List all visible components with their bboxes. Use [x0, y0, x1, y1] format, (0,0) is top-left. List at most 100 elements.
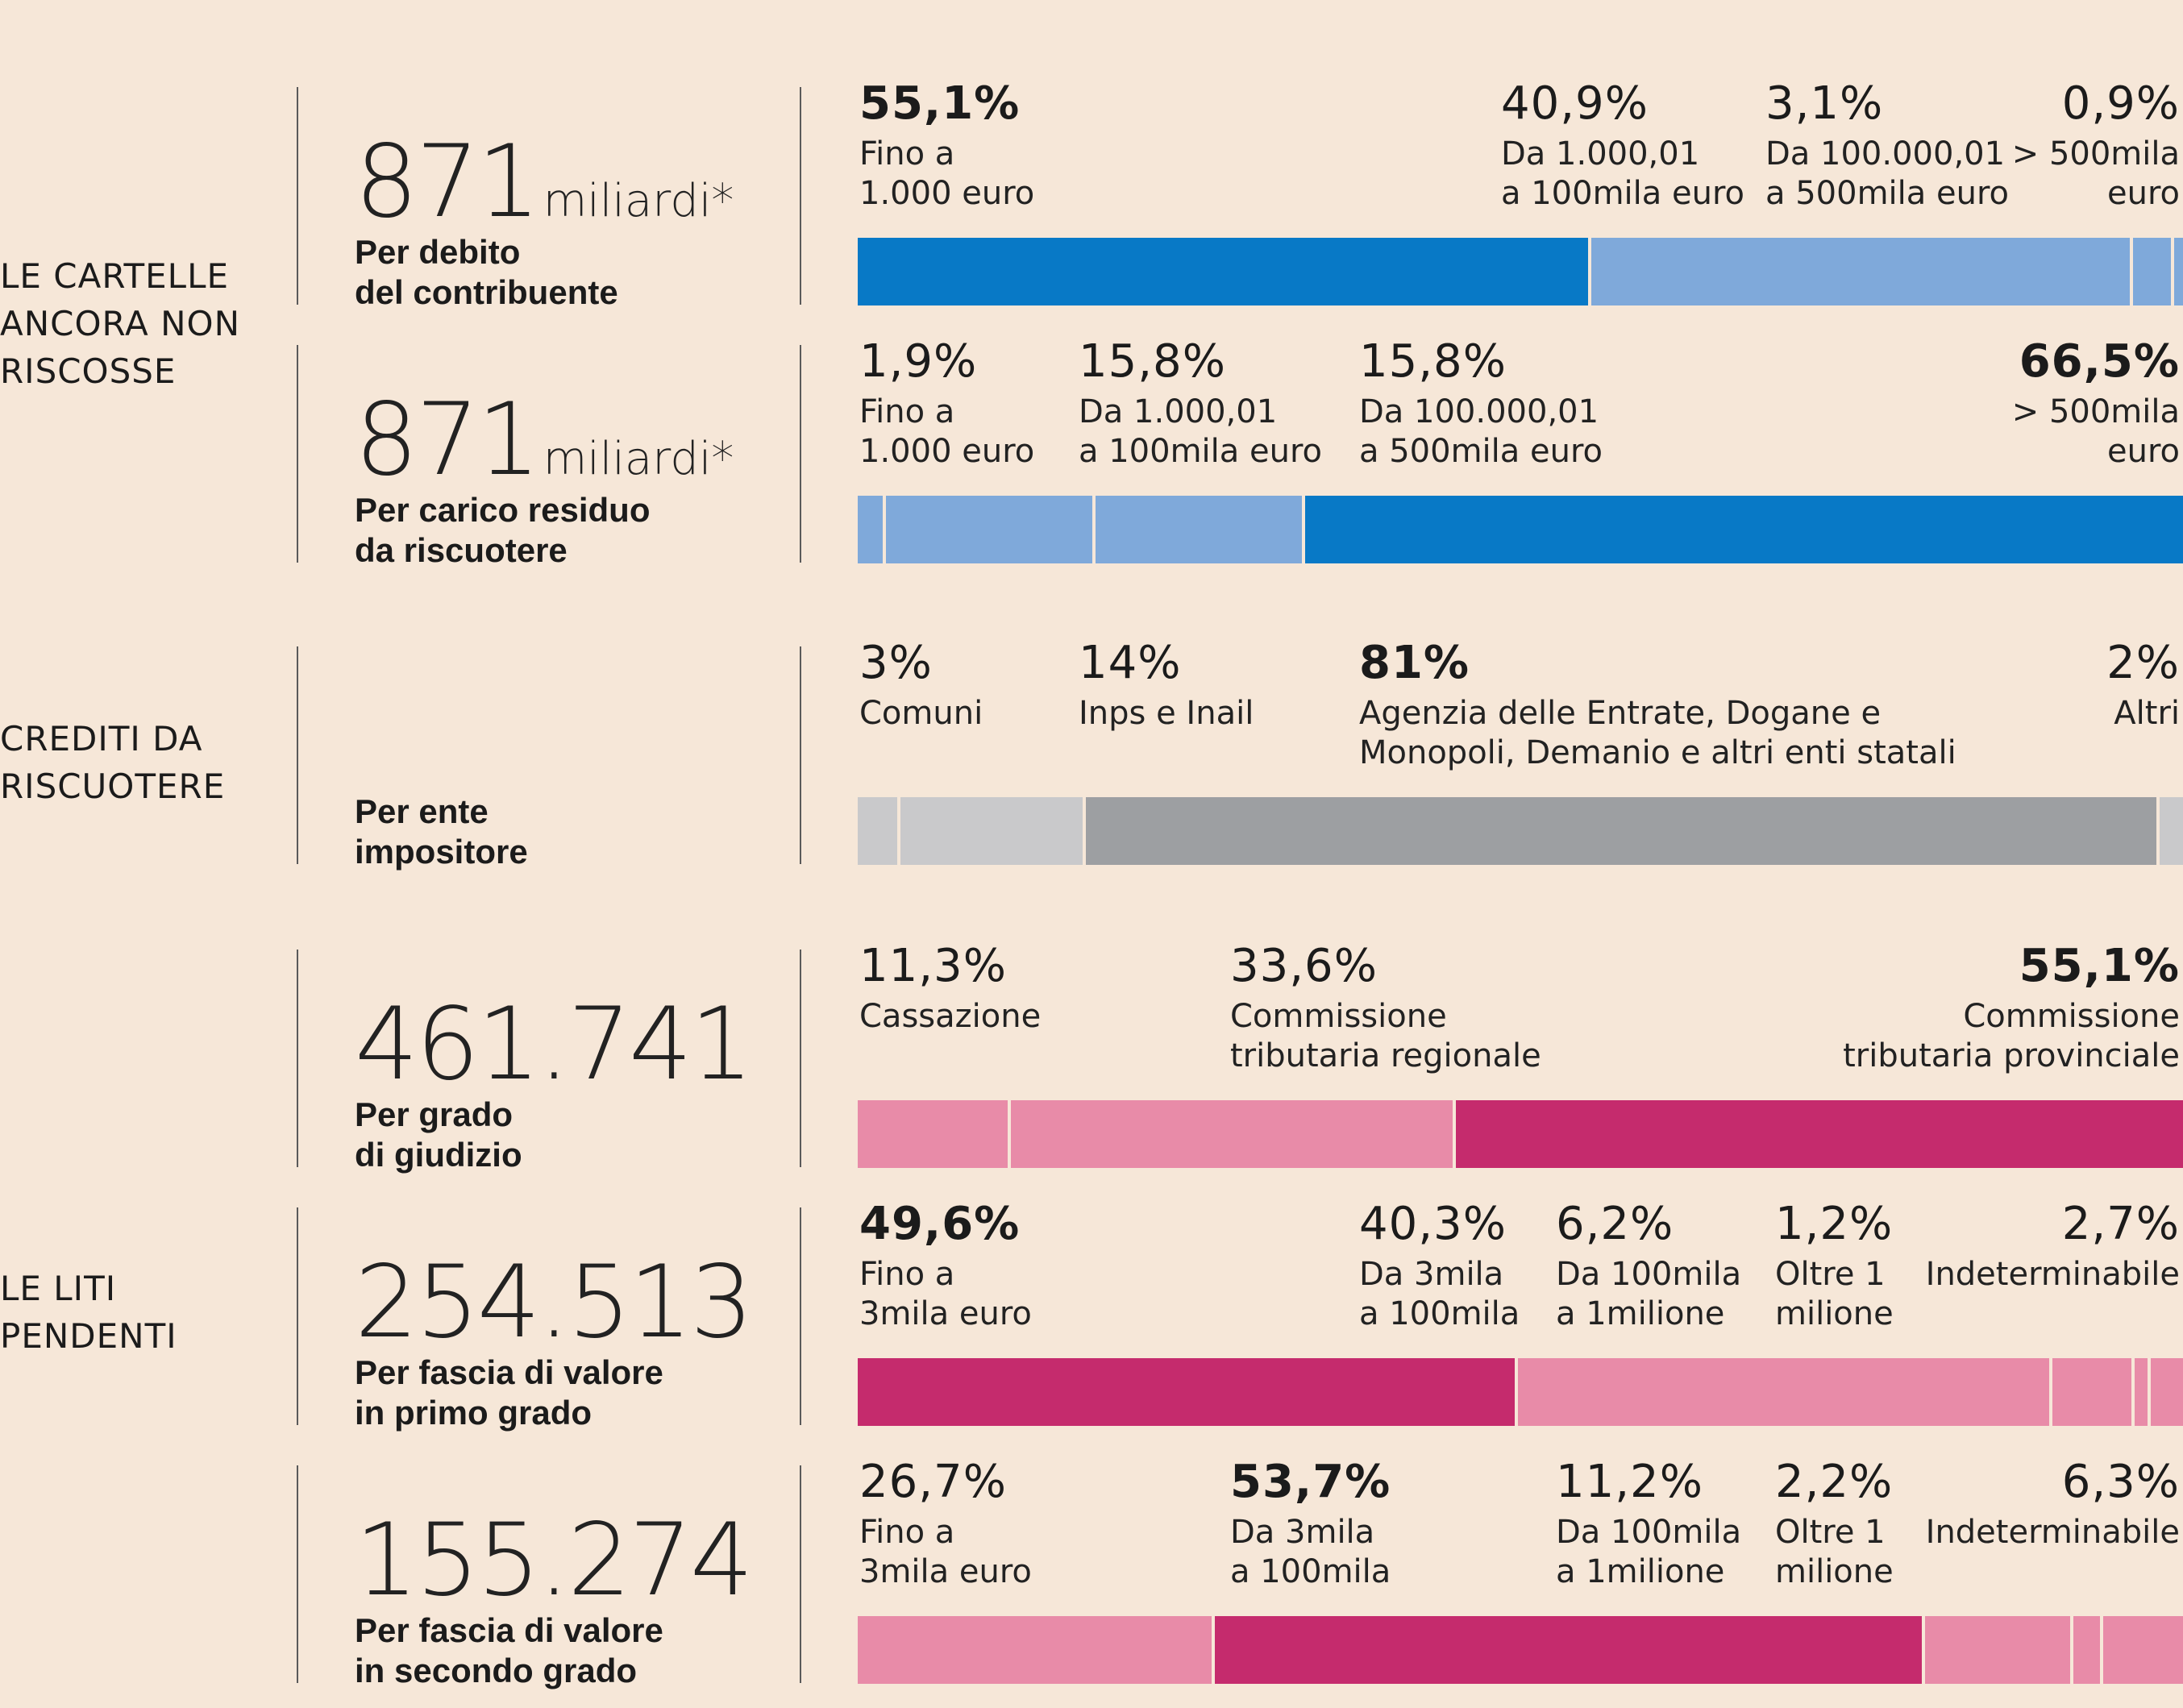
segment-percent: 6,3% [2061, 1456, 2180, 1508]
segment-percent: 11,2% [1556, 1456, 1703, 1508]
segment-description: Cassazione [859, 997, 1042, 1035]
divider-right [800, 1465, 801, 1683]
segment-label: 14% Inps e Inail [1079, 637, 1254, 733]
segment-description: Commissione tributaria regionale [1230, 997, 1541, 1074]
segment-description: Da 1.000,01 a 100mila euro [1079, 393, 1322, 470]
segment-percent: 15,8% [1359, 335, 1507, 388]
segment-description: Da 100.000,01 a 500mila euro [1765, 135, 2009, 212]
segment-percent: 3% [859, 637, 933, 689]
bar-segment [1922, 1616, 2071, 1684]
segment-percent: 55,1% [2019, 940, 2180, 992]
bar-segment [858, 238, 1588, 305]
bar-segment [2171, 238, 2183, 305]
bar-segment [858, 1358, 1516, 1426]
divider-left [297, 87, 298, 305]
total-value: 155.274 [355, 1511, 754, 1610]
segment-percent: 1,9% [859, 335, 978, 388]
stacked-bar [858, 1100, 2183, 1168]
segment-description: Oltre 1 milione [1775, 1513, 1894, 1590]
bar-segment [1587, 238, 2131, 305]
segment-label: 11,3% Cassazione [859, 940, 1042, 1037]
bar-segment [858, 1100, 1008, 1168]
segment-label: 40,3% Da 3mila a 100mila [1359, 1200, 1520, 1333]
segment-percent: 6,2% [1556, 1198, 1674, 1250]
segment-percent: 2% [2106, 637, 2180, 689]
segment-percent: 55,1% [859, 77, 1021, 130]
segment-description: Da 100mila a 1milione [1556, 1513, 1742, 1590]
row-caption: Per ente impositore [355, 792, 528, 871]
segment-description: Comuni [859, 694, 983, 732]
segment-percent: 14% [1079, 637, 1182, 689]
total-number: 871 [355, 382, 541, 498]
divider-left [297, 1465, 298, 1683]
segment-description: > 500mila euro [2011, 135, 2180, 212]
divider-left [297, 950, 298, 1167]
section-title: LE LITI PENDENTI [0, 1269, 177, 1356]
segment-description: > 500mila euro [2011, 393, 2180, 470]
stacked-bar [858, 1616, 2183, 1684]
divider-left [297, 646, 298, 864]
segment-percent: 2,2% [1775, 1456, 1894, 1508]
segment-description: Fino a 1.000 euro [859, 135, 1035, 212]
segment-label: 2% Altri [2106, 637, 2180, 733]
segment-labels: 1,9% Fino a 1.000 euro 15,8% Da 1.000,01 a … [0, 335, 2183, 500]
segment-percent: 33,6% [1230, 940, 1378, 992]
divider-right [800, 345, 801, 563]
segment-description: Da 3mila a 100mila [1230, 1513, 1391, 1590]
segment-labels: 49,6% Fino a 3mila euro 40,3% Da 3mila a 10… [0, 1198, 2183, 1362]
bar-segment [858, 1616, 1212, 1684]
segment-labels: 55,1% Fino a 1.000 euro 40,9% Da 1.000,01 a… [0, 77, 2183, 242]
segment-description: Indeterminabile [1925, 1513, 2180, 1551]
divider-left [297, 345, 298, 563]
segment-label: 81% Agenzia delle Entrate, Dogane e Monop… [1359, 639, 1956, 772]
segment-description: Fino a 1.000 euro [859, 393, 1035, 470]
total-number: 871 [355, 124, 541, 240]
segment-description: Altri [2114, 694, 2180, 732]
bar-segment [897, 797, 1083, 865]
segment-label: 2,2% Oltre 1 milione [1775, 1456, 1894, 1591]
segment-percent: 66,5% [2019, 335, 2180, 388]
bar-segment [2099, 1616, 2183, 1684]
stacked-bar [858, 496, 2183, 563]
segment-label: 33,6% Commissione tributaria regionale [1230, 940, 1541, 1075]
bar-segment [883, 496, 1092, 563]
divider-right [800, 1207, 801, 1425]
divider-left [297, 1207, 298, 1425]
segment-label: 40,9% Da 1.000,01 a 100mila euro [1501, 77, 1744, 213]
segment-percent: 40,9% [1501, 77, 1649, 130]
segment-label: 1,2% Oltre 1 milione [1775, 1200, 1894, 1333]
segment-label: 0,9% > 500mila euro [2011, 77, 2180, 213]
segment-percent: 53,7% [1230, 1456, 1391, 1508]
section-title: CREDITI DA RISCUOTERE [0, 719, 226, 806]
segment-description: Da 1.000,01 a 100mila euro [1501, 135, 1744, 212]
bar-segment [2130, 238, 2172, 305]
segment-percent: 0,9% [2061, 77, 2180, 130]
segment-description: Fino a 3mila euro [859, 1255, 1032, 1332]
bar-segment [2070, 1616, 2100, 1684]
segment-label: 6,2% Da 100mila a 1milione [1556, 1198, 1741, 1333]
segment-percent: 15,8% [1079, 335, 1226, 388]
bar-segment [1453, 1100, 2183, 1168]
segment-label: 26,7% Fino a 3mila euro [859, 1458, 1032, 1591]
segment-label: 15,8% Da 1.000,01 a 100mila euro [1079, 335, 1322, 471]
segment-label: 1,9% Fino a 1.000 euro [859, 335, 1035, 471]
divider-right [800, 950, 801, 1167]
bar-segment [858, 496, 884, 563]
segment-label: 3% Comuni [859, 637, 983, 733]
bar-segment [1301, 496, 2183, 563]
row-caption: Per carico residuo da riscuotere [355, 491, 651, 570]
segment-percent: 3,1% [1765, 77, 1884, 130]
total-number: 254.513 [355, 1245, 754, 1361]
segment-label: 2,7% Indeterminabile [1925, 1200, 2180, 1295]
bar-segment [2147, 1358, 2183, 1426]
segment-percent: 11,3% [859, 940, 1007, 992]
row-caption: Per fascia di valore in primo grado [355, 1353, 663, 1432]
total-unit: miliardi* [543, 433, 734, 485]
segment-description: Indeterminabile [1925, 1255, 2180, 1293]
total-number: 461.741 [355, 987, 754, 1103]
segment-label: 6,3% Indeterminabile [1925, 1456, 2180, 1552]
segment-description: Oltre 1 milione [1775, 1255, 1894, 1332]
segment-description: Da 100.000,01 a 500mila euro [1359, 393, 1603, 470]
bar-segment [1007, 1100, 1453, 1168]
bar-segment [1515, 1358, 2049, 1426]
